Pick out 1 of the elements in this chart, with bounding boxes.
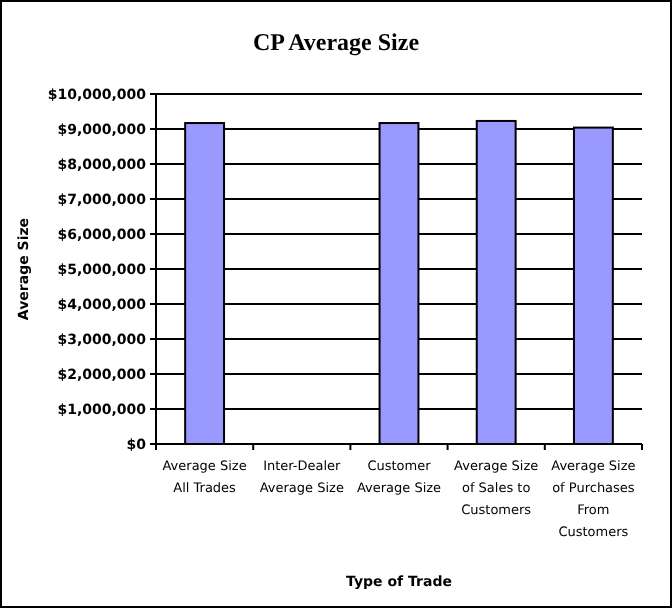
chart-title: CP Average Size [252,28,421,56]
